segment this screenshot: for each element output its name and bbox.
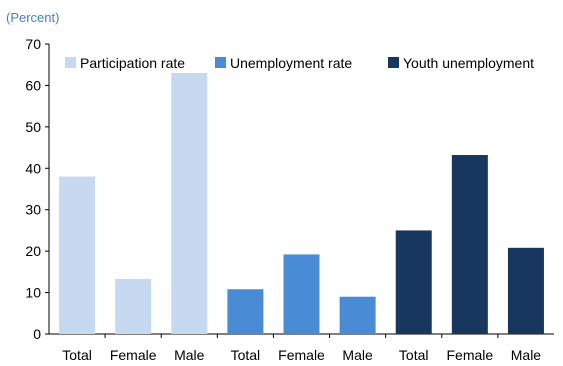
bar-unemployment-rate-total [227,289,264,334]
x-tick-label: Male [342,347,373,363]
y-tick-label: 60 [25,77,41,93]
bar-youth-unemployment-total [395,230,432,334]
legend-label: Participation rate [80,55,185,71]
y-axis-ticks: 0 10 20 30 40 50 60 70 [25,36,49,342]
bar-youth-unemployment-female [451,155,488,334]
unit-label: (Percent) [6,10,59,25]
legend: Participation rate Unemployment rate Youth… [65,55,534,71]
y-tick-label: 30 [25,202,41,218]
bar-unemployment-rate-female [283,254,320,334]
y-tick-label: 40 [25,160,41,176]
y-tick-label: 20 [25,243,41,259]
bar-participation-rate-female [115,278,152,334]
x-tick-label: Female [110,347,157,363]
x-tick-label: Female [278,347,325,363]
y-tick-label: 70 [25,36,41,52]
x-tick-label: Female [446,347,493,363]
y-tick-label: 50 [25,119,41,135]
legend-swatch [65,57,76,68]
x-axis-labels: Total Female Male Total Female Male Total Femal… [62,347,541,363]
x-tick-label: Total [62,347,92,363]
y-tick-label: 10 [25,285,41,301]
legend-label: Youth unemployment [403,55,534,71]
x-tick-label: Male [511,347,542,363]
legend-swatch [215,57,226,68]
bars [59,73,544,338]
legend-label: Unemployment rate [230,55,352,71]
bar-youth-unemployment-male [507,247,544,334]
y-tick-label: 0 [33,326,41,342]
bar-unemployment-rate-male [339,296,376,334]
x-tick-label: Total [399,347,429,363]
legend-swatch [388,57,399,68]
bar-participation-rate-male [171,73,208,334]
x-tick-label: Male [174,347,205,363]
bar-participation-rate-total [59,176,96,334]
x-tick-label: Total [231,347,261,363]
